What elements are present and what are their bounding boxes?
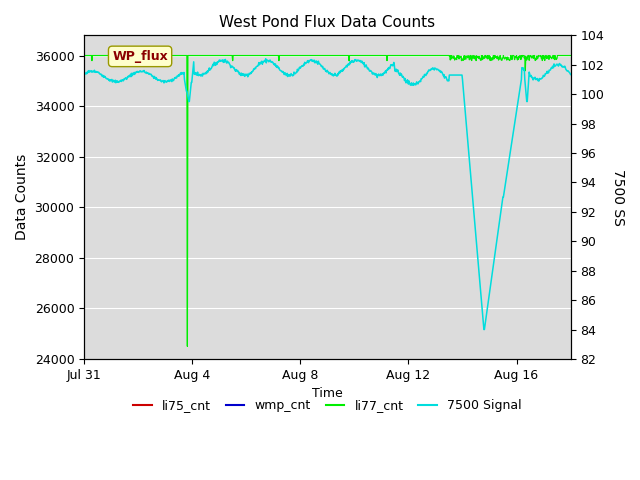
Y-axis label: Data Counts: Data Counts — [15, 154, 29, 240]
Legend: li75_cnt, wmp_cnt, li77_cnt, 7500 Signal: li75_cnt, wmp_cnt, li77_cnt, 7500 Signal — [128, 395, 527, 418]
X-axis label: Time: Time — [312, 387, 343, 400]
Y-axis label: 7500 SS: 7500 SS — [611, 168, 625, 226]
Text: WP_flux: WP_flux — [112, 50, 168, 63]
Title: West Pond Flux Data Counts: West Pond Flux Data Counts — [220, 15, 435, 30]
